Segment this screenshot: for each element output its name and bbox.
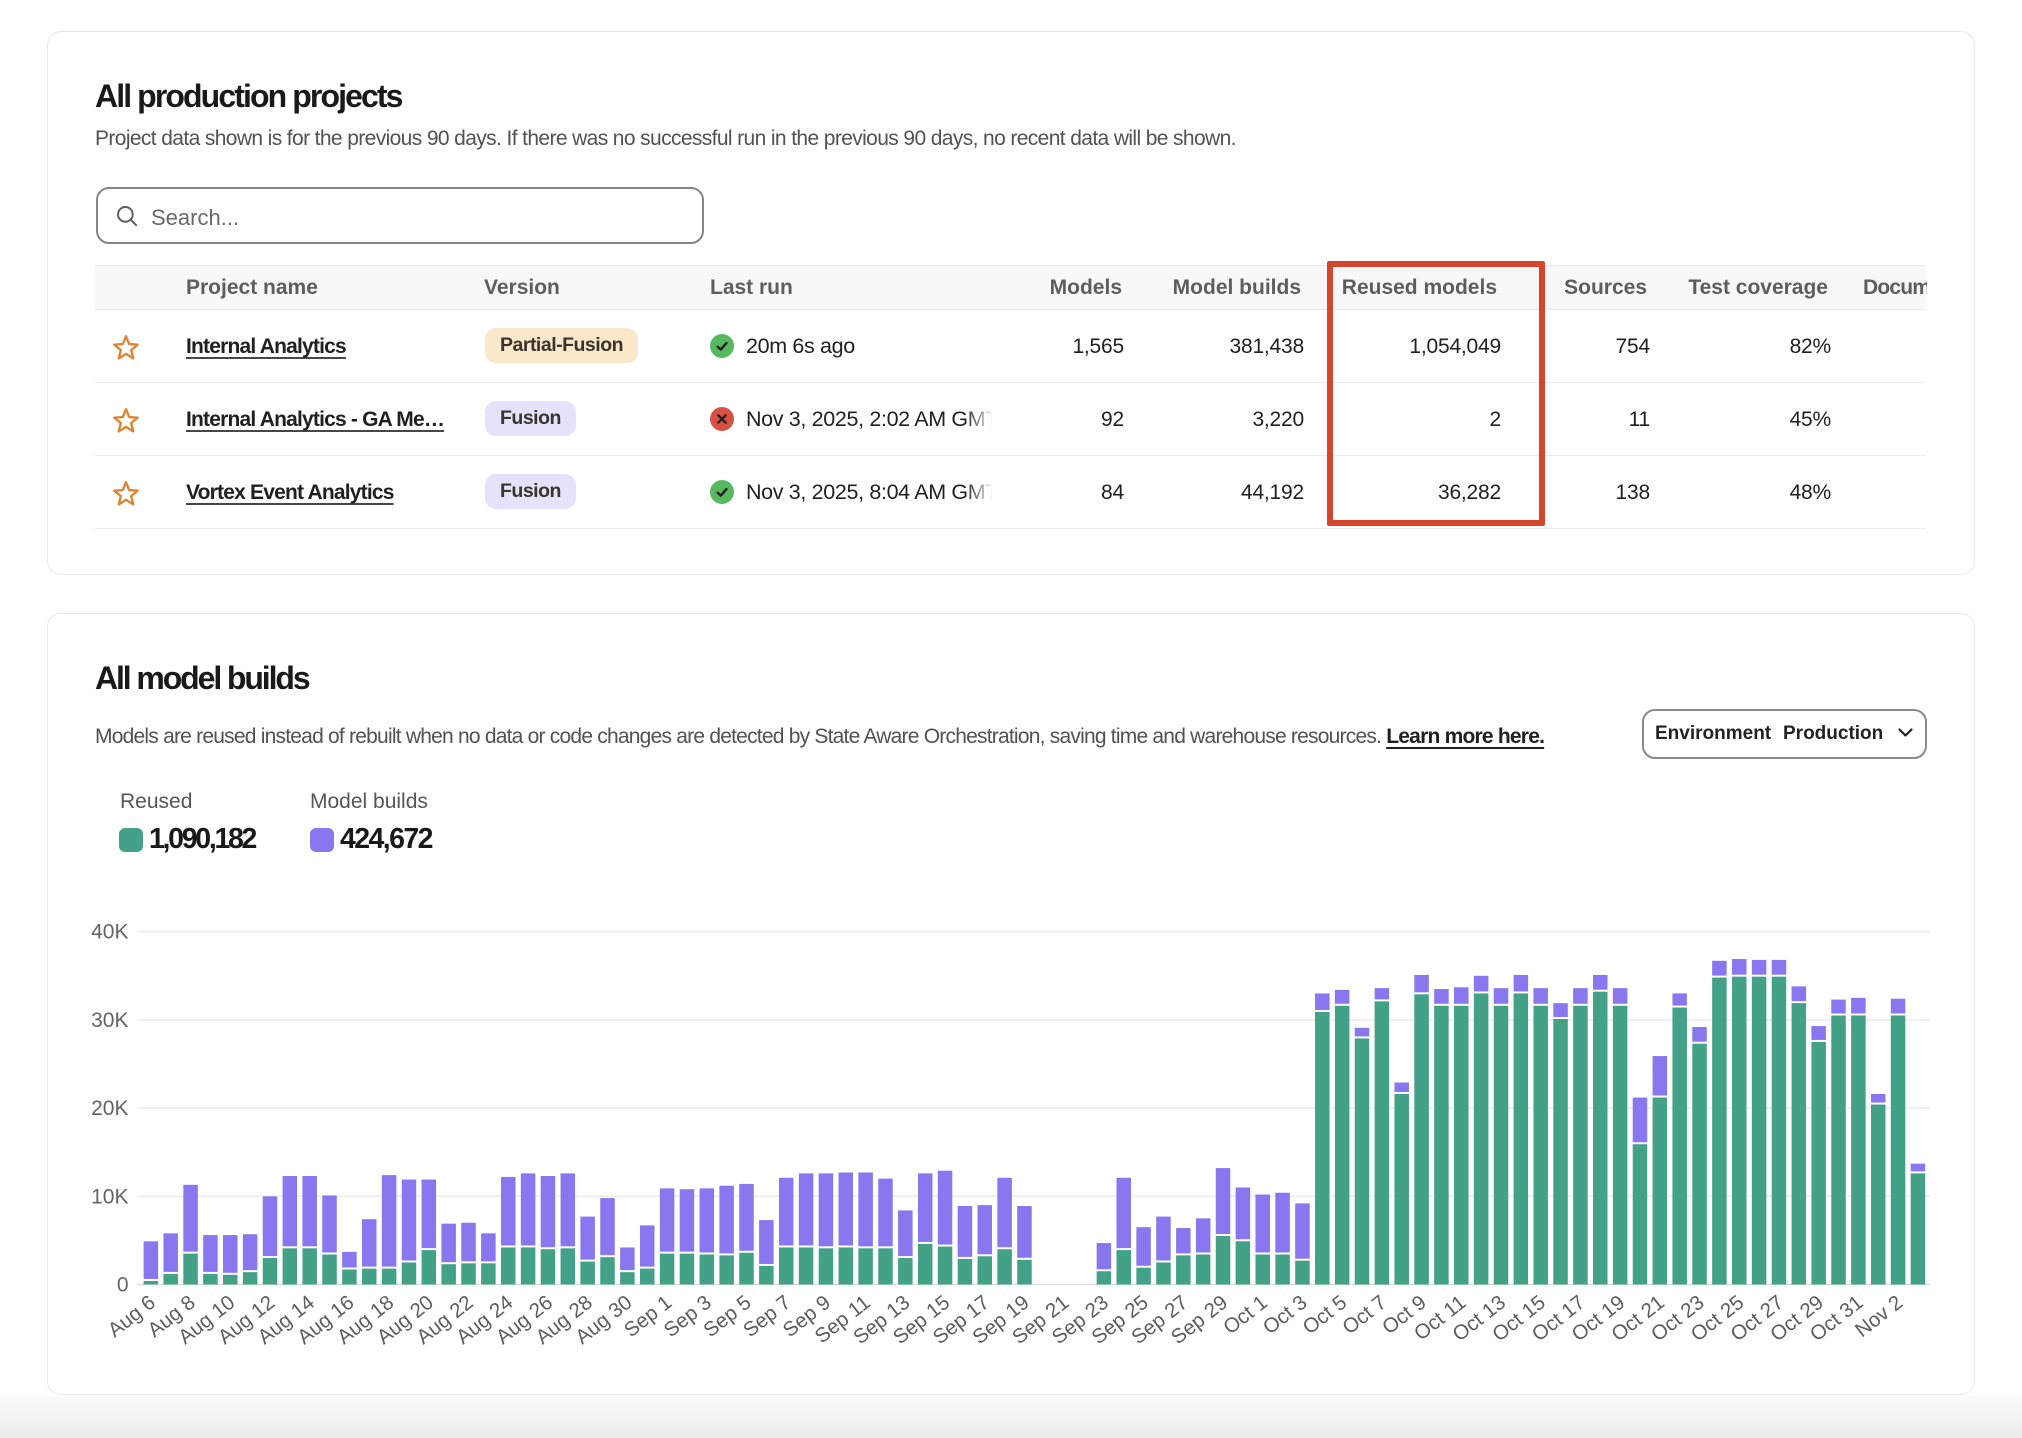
svg-text:0: 0 [117,1274,129,1297]
svg-text:Oct 5: Oct 5 [1298,1291,1351,1339]
svg-text:20K: 20K [91,1097,128,1120]
svg-text:Oct 7: Oct 7 [1338,1291,1391,1339]
svg-text:Oct 3: Oct 3 [1259,1291,1312,1339]
svg-text:10K: 10K [91,1185,128,1208]
svg-text:40K: 40K [91,921,128,944]
svg-text:Oct 1: Oct 1 [1219,1291,1272,1339]
svg-text:30K: 30K [91,1009,128,1032]
